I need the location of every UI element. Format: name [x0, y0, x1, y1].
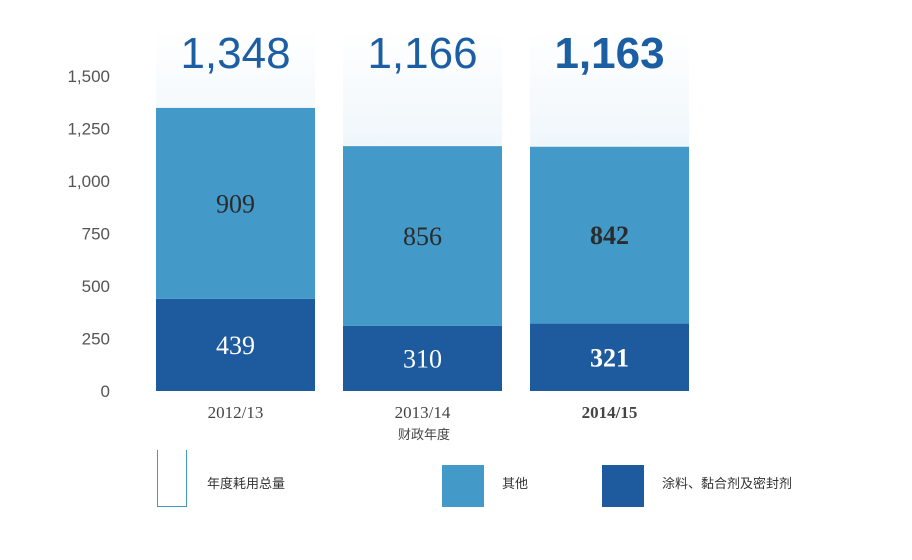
x-tick-label: 2013/14	[395, 403, 451, 422]
y-tick-label: 750	[82, 225, 110, 244]
y-axis: 0 250 500 750 1,000 1,250 1,500	[67, 67, 110, 401]
x-axis-label: 财政年度	[398, 427, 450, 443]
total-label: 1,348	[180, 29, 290, 78]
y-tick-label: 500	[82, 277, 110, 296]
bar-segment-coatings	[156, 298, 315, 391]
data-label: 310	[403, 344, 442, 373]
y-tick-label: 1,250	[67, 120, 110, 139]
bar-segment-coatings	[530, 323, 689, 391]
bar-segment-other	[156, 107, 315, 299]
legend-total-swatch	[157, 450, 187, 507]
legend-item-coatings: 涂料、黏合剂及密封剂	[602, 450, 862, 510]
y-tick-label: 1,000	[67, 172, 110, 191]
bar-segment-other	[343, 146, 502, 326]
x-tick-label: 2012/13	[208, 403, 264, 422]
total-label: 1,166	[367, 29, 477, 78]
bars: 439 909 1,348 310 856 1,166 321 842 1,163	[156, 29, 689, 391]
legend-other-swatch	[442, 465, 484, 507]
x-axis: 财政年度 2012/13 2013/14 2014/15	[208, 403, 638, 443]
data-label: 321	[590, 343, 629, 372]
data-label: 439	[216, 331, 255, 360]
total-label: 1,163	[554, 29, 664, 78]
legend-item-other: 其他	[442, 450, 602, 510]
legend-label-other: 其他	[502, 477, 529, 492]
legend-label-total: 年度耗用总量	[207, 477, 286, 492]
y-tick-label: 250	[82, 330, 110, 349]
y-tick-label: 0	[101, 382, 110, 401]
y-tick-label: 1,500	[67, 67, 110, 86]
legend-coatings-swatch	[602, 465, 644, 507]
legend-item-total: 年度耗用总量	[155, 450, 415, 510]
legend-label-coatings: 涂料、黏合剂及密封剂	[662, 477, 793, 492]
data-label: 842	[590, 221, 629, 250]
data-label: 909	[216, 189, 255, 218]
bar-segment-coatings	[343, 325, 502, 391]
x-tick-label: 2014/15	[582, 403, 638, 422]
bar-segment-other	[530, 146, 689, 324]
data-label: 856	[403, 222, 442, 251]
